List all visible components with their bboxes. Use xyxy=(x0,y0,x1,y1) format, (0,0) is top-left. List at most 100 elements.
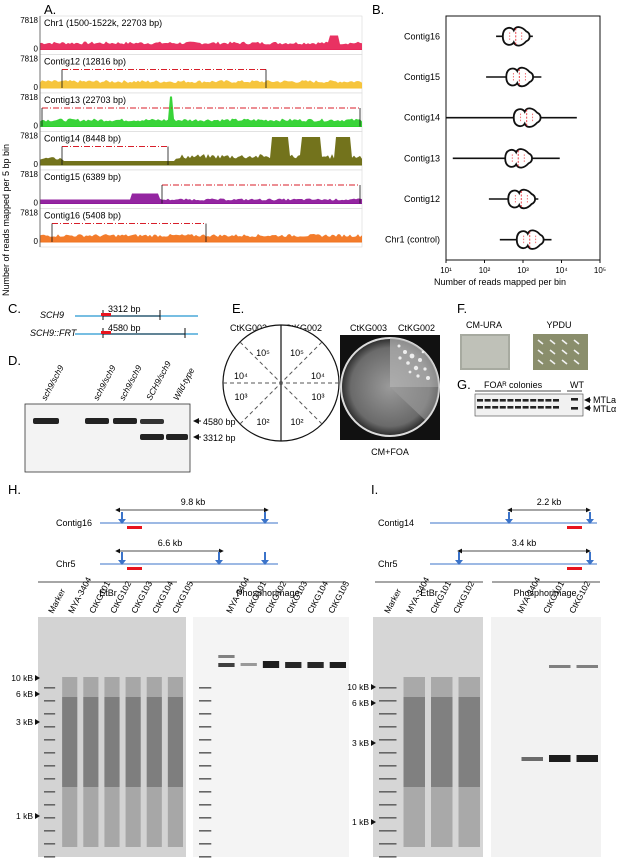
panel-g-header: FOAᴿ colonies xyxy=(484,380,543,390)
marker-ladder-band xyxy=(199,791,212,793)
panel-h-letter: H. xyxy=(8,482,21,497)
marker-label-3: 1 kB xyxy=(16,811,33,821)
panel-c-row1-label: SCH9 xyxy=(40,310,64,320)
gel-band-a xyxy=(492,399,499,402)
track-ymin: 0 xyxy=(34,45,39,54)
track-ymax: 7818 xyxy=(20,55,38,64)
track-label-4: Contig15 (6389 bp) xyxy=(44,172,121,182)
track-label-3: Contig14 (8448 bp) xyxy=(44,134,121,144)
marker-arrow xyxy=(35,719,40,725)
x-tick-label: 10² xyxy=(479,266,491,275)
lane-smear-core xyxy=(167,697,183,787)
panel-c-letter: C. xyxy=(8,301,21,316)
sector-label-5: 10⁴ xyxy=(311,371,325,381)
lane-smear xyxy=(83,677,99,847)
lane-band xyxy=(329,662,346,668)
sector-label-3: 10² xyxy=(256,417,269,427)
marker-arrow xyxy=(371,684,376,690)
marker-ladder-band xyxy=(379,752,397,754)
panel-a-letter: A. xyxy=(44,2,56,17)
marker-ladder-band xyxy=(44,726,56,728)
sector-label-1: 10⁴ xyxy=(234,371,248,381)
track-coverage-1 xyxy=(40,80,362,88)
panel-e-left-strain: CtKG003 xyxy=(230,323,267,333)
gel-band-alpha xyxy=(515,406,521,409)
marker-label-1: 6 kB xyxy=(352,698,369,708)
panel-c-schematic xyxy=(75,310,198,338)
lane-label-0: sch9/sch9 xyxy=(39,363,66,402)
marker-ladder-band xyxy=(44,830,56,832)
sector-label-2: 10³ xyxy=(234,392,247,402)
panel-f-letter: F. xyxy=(457,301,467,316)
track-coverage-2 xyxy=(40,96,362,127)
marker-ladder-band xyxy=(44,778,56,780)
lane-band-upper xyxy=(218,655,235,658)
track-label-2: Contig13 (22703 bp) xyxy=(44,95,126,105)
marker-ladder-band xyxy=(44,791,56,793)
panel-b-xlabel: Number of reads mapped per bin xyxy=(434,277,566,287)
panel-g-wt: WT xyxy=(570,380,584,390)
lane-label-3: CtKG102 xyxy=(451,579,476,615)
marker-ladder-band xyxy=(44,752,56,754)
lane-smear xyxy=(146,677,162,847)
track-ymax: 7818 xyxy=(20,93,38,102)
gel-band-a xyxy=(522,399,529,402)
gel-background xyxy=(193,617,349,857)
marker-arrow xyxy=(371,700,376,706)
panel-h-stain2: Phosphorimage xyxy=(236,588,299,598)
gel-band-alpha xyxy=(484,406,491,409)
panel-d-lane-labels: sch9/sch9 sch9/sch9 sch9/sch9 SCH9/sch9Wild… xyxy=(39,359,197,402)
lane-band xyxy=(262,661,280,668)
violin-category-5: Chr1 (control) xyxy=(385,235,440,245)
panel-i-dist1: 2.2 kb xyxy=(537,497,562,507)
violin-body xyxy=(505,66,535,88)
marker-ladder-band xyxy=(379,778,397,780)
track-coverage-0 xyxy=(40,35,362,50)
gel-band-a xyxy=(530,399,537,402)
marker-ladder-band xyxy=(199,713,212,715)
panel-i-etbr-gel xyxy=(373,617,483,858)
lane-smear-core xyxy=(403,697,425,787)
violin-body xyxy=(504,148,533,169)
gel-band-alpha xyxy=(499,406,506,409)
lane-smear-core xyxy=(458,697,480,787)
gel-band-a xyxy=(553,399,559,402)
sector-label-6: 10³ xyxy=(311,392,324,402)
panel-h-etbr-gel xyxy=(38,617,186,858)
panel-e-plate-right: CtKG002 xyxy=(398,323,435,333)
track-label-5: Contig16 (5408 bp) xyxy=(44,211,121,221)
panel-e-right-strain: CtKG002 xyxy=(285,323,322,333)
panel-d-band2: 3312 bp xyxy=(203,433,236,443)
lane-band-upper xyxy=(576,665,598,668)
lane-smear xyxy=(125,677,141,847)
panel-h-markers: 10 kB 6 kB 3 kB 1 kB xyxy=(11,673,40,821)
violin-body xyxy=(515,229,545,250)
panel-f-right: YPDU xyxy=(546,320,571,330)
sector-label-0: 10⁵ xyxy=(256,348,270,358)
panel-g-letter: G. xyxy=(457,377,471,392)
panel-a-tracks: Chr1 (1500-1522k, 22703 bp)78180Contig12… xyxy=(20,15,363,248)
track-ymin: 0 xyxy=(34,199,39,208)
panel-b-violin-plot: 10¹ 10² 10³ 10⁴ 10⁵ Contig16 Contig15 Contig14 C… xyxy=(385,15,606,275)
panel-g-gel xyxy=(474,393,584,417)
track-ymin: 0 xyxy=(34,83,39,92)
panel-d-blot xyxy=(24,403,191,473)
gel-band-alpha xyxy=(522,406,529,409)
panel-e-caption: CM+FOA xyxy=(371,447,409,457)
x-tick-label: 10³ xyxy=(517,266,529,275)
violin-category-0: Contig16 xyxy=(404,31,440,41)
violin-body xyxy=(507,188,536,210)
lane-band xyxy=(285,662,302,668)
gel-background xyxy=(491,617,601,857)
lane-smear xyxy=(167,677,183,847)
violin-category-3: Contig13 xyxy=(404,153,440,163)
gel-band-wt-alpha xyxy=(571,407,578,410)
panel-c-size1: 3312 bp xyxy=(108,304,141,314)
panel-h-map xyxy=(100,507,278,570)
violin-category-4: Contig12 xyxy=(404,194,440,204)
marker-ladder-band xyxy=(199,726,212,728)
plot-frame xyxy=(445,15,601,261)
marker-label-0: 10 kB xyxy=(11,673,33,683)
x-tick-label: 10¹ xyxy=(440,266,452,275)
